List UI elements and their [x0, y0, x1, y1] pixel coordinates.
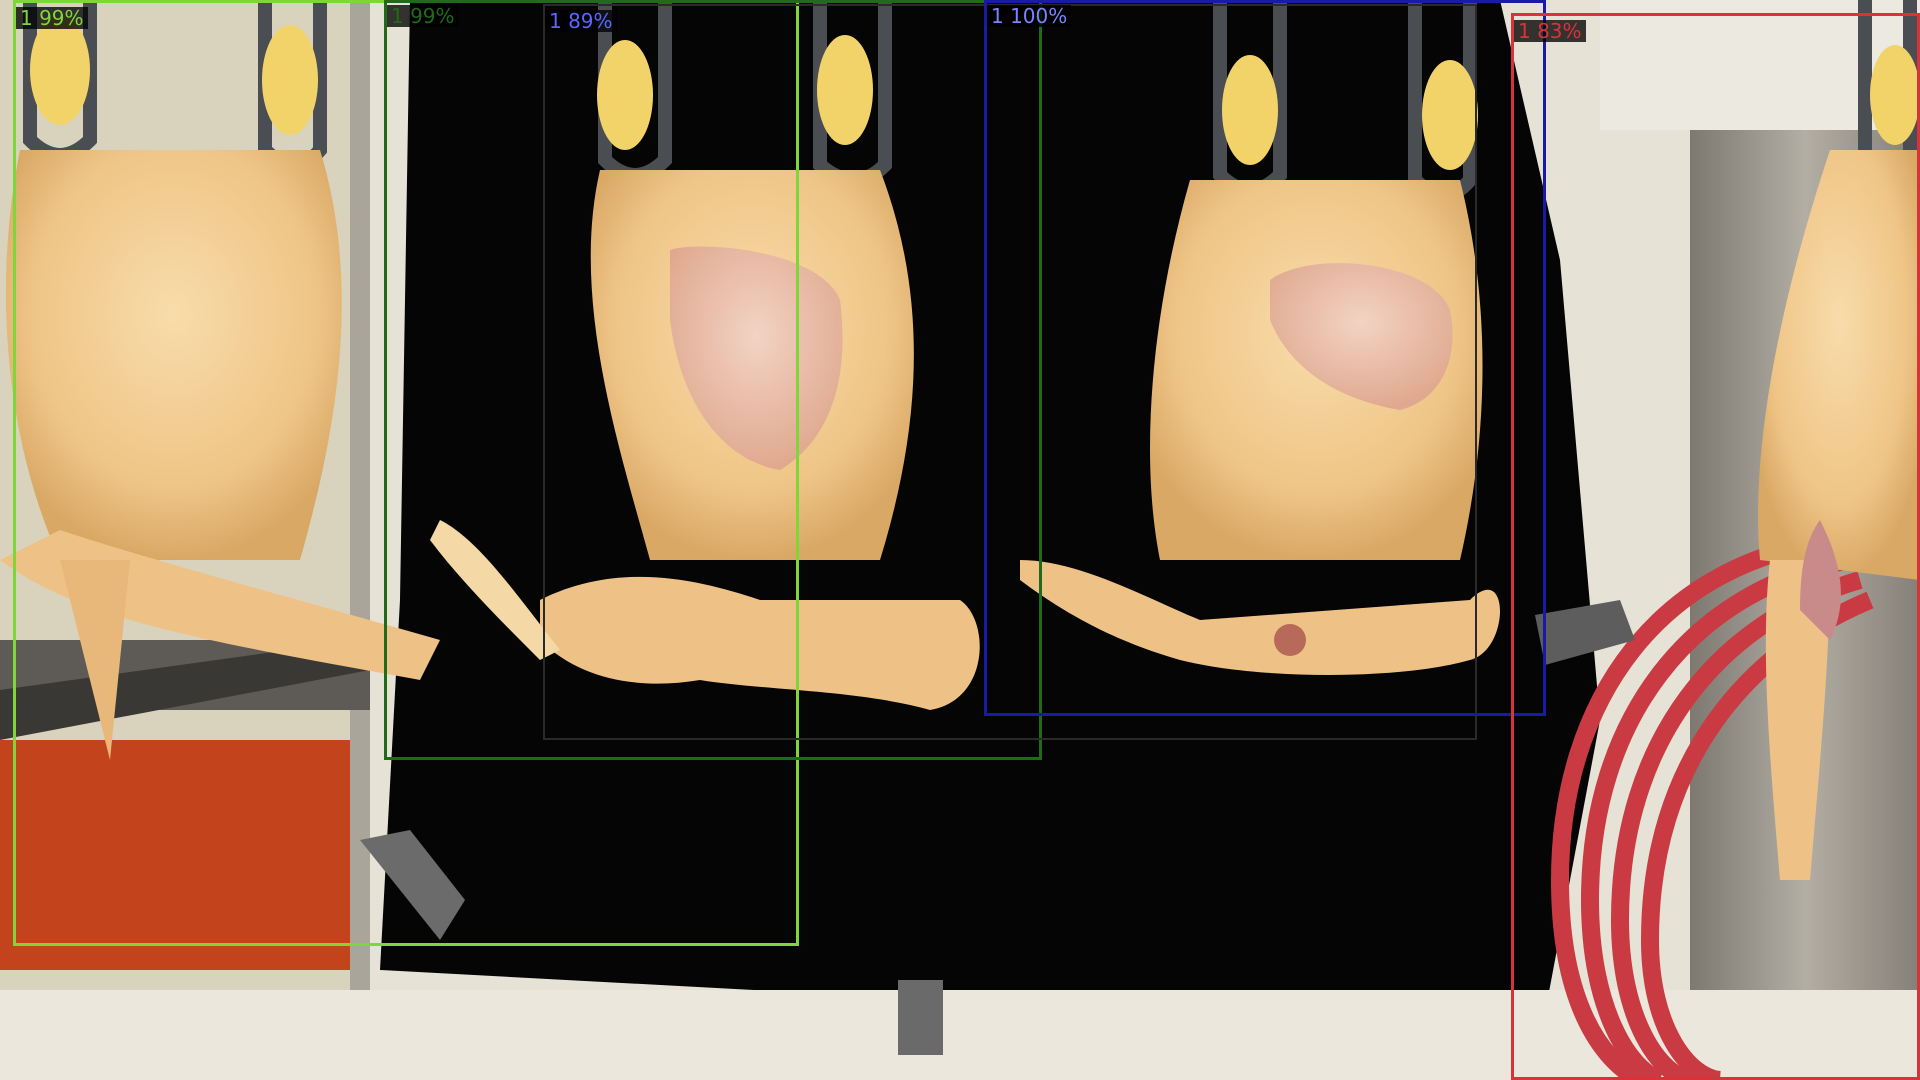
duct-tape-1 [360, 830, 465, 940]
duct-tape-3 [1535, 600, 1635, 665]
carcass-4 [1758, 45, 1920, 880]
duct-tape-2 [898, 980, 943, 1055]
carcass-2 [430, 35, 980, 710]
steel-table-top [0, 640, 370, 740]
left-window-frame [350, 0, 370, 1000]
orange-floor [0, 740, 360, 970]
carcass-3 [1020, 55, 1500, 675]
carcass-1 [0, 15, 440, 760]
